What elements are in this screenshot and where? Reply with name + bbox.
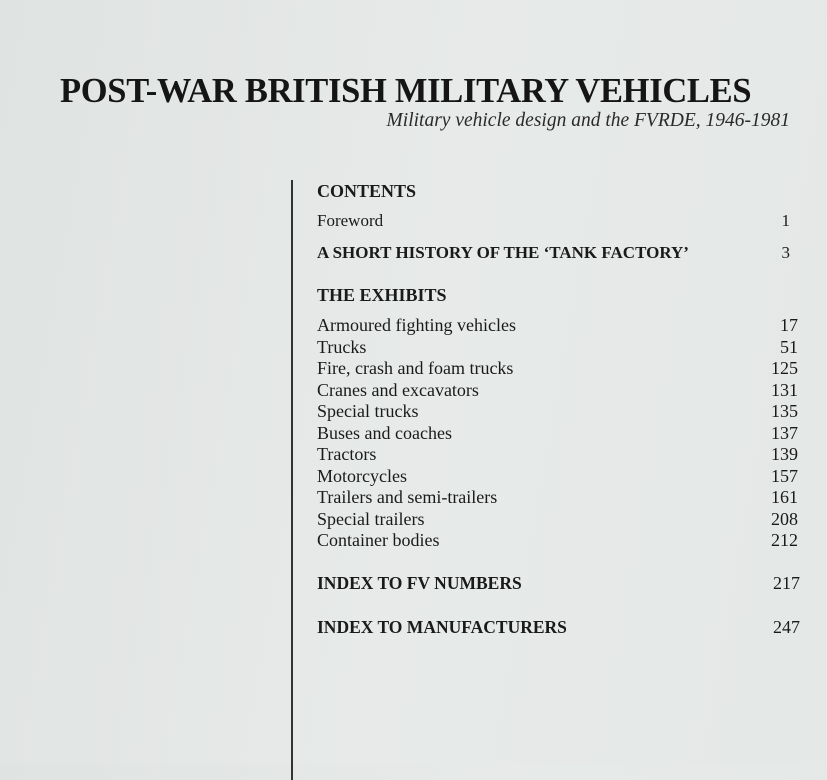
vertical-rule [291, 180, 293, 780]
toc-index-manufacturers-page: 247 [773, 617, 800, 637]
toc-history-page: 3 [781, 243, 791, 262]
toc-exhibit-item: Cranes and excavators [317, 379, 479, 400]
toc-exhibit-item: Trucks [317, 336, 367, 357]
book-title: POST-WAR BRITISH MILITARY VEHICLES [60, 72, 752, 110]
toc-exhibit-page: 17 [780, 315, 798, 335]
toc-history: A SHORT HISTORY OF THE ‘TANK FACTORY’ [317, 243, 689, 262]
toc-exhibit-page: 137 [771, 422, 798, 443]
toc-exhibit-item: Buses and coaches [317, 422, 452, 443]
toc-foreword-page: 1 [781, 211, 791, 230]
contents-heading: CONTENTS [317, 181, 417, 201]
toc-exhibit-item: Trailers and semi-trailers [317, 487, 498, 507]
toc-exhibit-page: 51 [780, 336, 798, 357]
toc-exhibit-item: Armoured fighting vehicles [317, 315, 516, 335]
toc-exhibit-item: Special trucks [317, 401, 419, 421]
book-subtitle: Military vehicle design and the FVRDE, 1… [386, 110, 790, 131]
toc-exhibit-page: 212 [771, 530, 798, 550]
toc-exhibit-item: Tractors [317, 444, 377, 464]
toc-index-fv: INDEX TO FV NUMBERS [317, 573, 522, 593]
toc-exhibit-page: 139 [771, 444, 798, 464]
toc-exhibit-item: Motorcycles [317, 465, 407, 486]
toc-exhibit-item: Fire, crash and foam trucks [317, 358, 514, 378]
exhibits-heading: THE EXHIBITS [317, 285, 447, 305]
toc-exhibit-page: 131 [771, 379, 798, 400]
toc-exhibit-page: 161 [771, 487, 798, 507]
toc-exhibit-item: Special trailers [317, 508, 425, 529]
toc-exhibit-page: 157 [771, 465, 798, 486]
toc-exhibit-page: 208 [771, 508, 798, 529]
toc-exhibit-page: 135 [771, 401, 798, 421]
toc-index-fv-page: 217 [773, 573, 800, 593]
toc-exhibit-page: 125 [771, 358, 798, 378]
toc-index-manufacturers: INDEX TO MANUFACTURERS [317, 617, 567, 637]
toc-exhibit-item: Container bodies [317, 530, 440, 550]
toc-foreword: Foreword [317, 211, 384, 230]
